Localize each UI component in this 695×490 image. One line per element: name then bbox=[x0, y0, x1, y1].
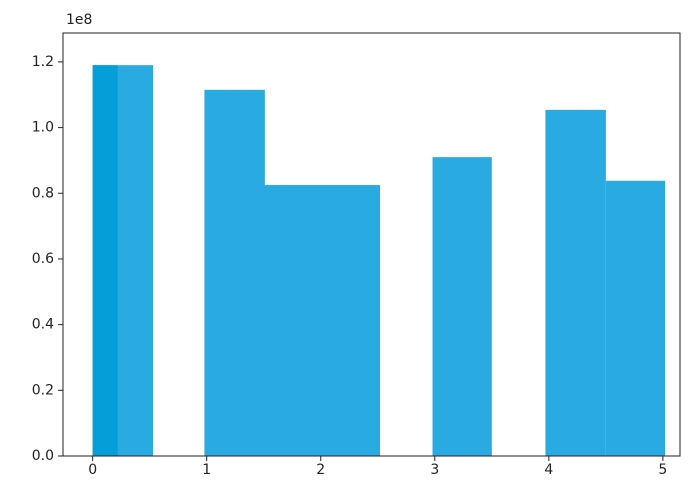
bar bbox=[605, 180, 666, 456]
bar bbox=[432, 157, 492, 457]
bar bbox=[262, 185, 381, 456]
x-tick-label: 4 bbox=[544, 462, 553, 478]
offset-label: 1e8 bbox=[66, 12, 92, 28]
x-tick-label: 1 bbox=[202, 462, 211, 478]
bar bbox=[92, 65, 118, 456]
y-tick-label: 0.6 bbox=[32, 251, 54, 267]
y-tick-label: 0.0 bbox=[32, 448, 54, 464]
bar bbox=[545, 109, 606, 457]
y-tick-label: 0.8 bbox=[32, 185, 54, 201]
x-tick-label: 2 bbox=[316, 462, 325, 478]
y-tick-label: 0.2 bbox=[32, 382, 54, 398]
y-tick-label: 0.4 bbox=[32, 317, 54, 333]
bar bbox=[204, 89, 265, 457]
y-tick-label: 1.2 bbox=[32, 54, 54, 70]
x-tick-label: 3 bbox=[430, 462, 439, 478]
y-tick-label: 1.0 bbox=[32, 120, 54, 136]
x-tick-label: 0 bbox=[88, 462, 97, 478]
x-tick-label: 5 bbox=[658, 462, 667, 478]
axes-frame bbox=[62, 32, 681, 457]
